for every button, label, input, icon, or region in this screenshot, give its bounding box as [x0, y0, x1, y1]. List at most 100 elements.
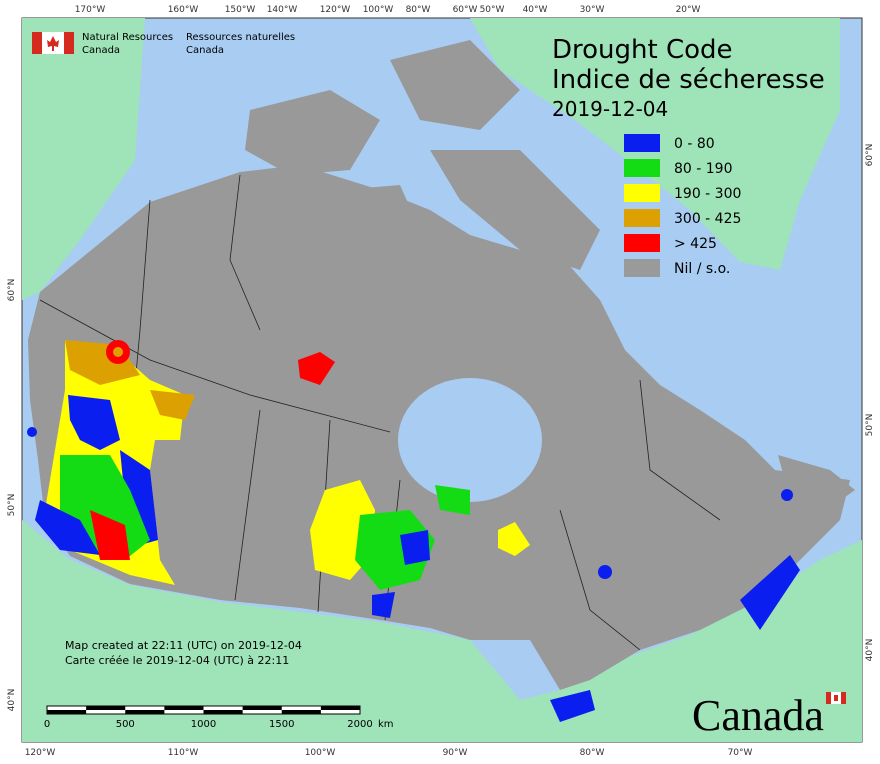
- flag-bar: [841, 692, 846, 704]
- area: [27, 427, 37, 437]
- scale-unit: km: [378, 719, 394, 730]
- alaska: [22, 18, 145, 300]
- hudson-bay: [398, 378, 542, 502]
- latitude-label: 40°N: [7, 689, 17, 712]
- maple-leaf: [47, 36, 59, 51]
- area: [781, 489, 793, 501]
- scale-bar-segment: [125, 710, 165, 714]
- arctic-island: [330, 185, 420, 250]
- area: [355, 510, 435, 590]
- scale-bar-segment: [86, 706, 126, 710]
- dept-en: Canada: [82, 45, 120, 56]
- longitude-label: 50°W: [480, 5, 505, 15]
- title: Drought Code: [552, 35, 733, 65]
- flag-bar: [826, 692, 831, 704]
- longitude-label: 80°W: [580, 748, 605, 758]
- longitude-label: 90°W: [443, 748, 468, 758]
- latitude-label: 40°N: [865, 639, 875, 662]
- scale-bar-segment: [320, 706, 360, 710]
- area: [298, 352, 335, 385]
- legend-label: 80 - 190: [674, 161, 733, 177]
- boundary: [39, 299, 391, 433]
- legend-swatch: [624, 259, 660, 277]
- latitude-label: 50°N: [865, 414, 875, 437]
- latitude-label: 50°N: [7, 494, 17, 517]
- area: [400, 530, 430, 565]
- scale-bar-segment: [281, 710, 321, 714]
- area: [740, 555, 800, 630]
- legend-label: > 425: [674, 236, 717, 252]
- legend-label: 300 - 425: [674, 211, 741, 227]
- graticule-labels: 170°W 160°W 150°W 140°W 120°W 100°W 80°W 60°W 50…: [7, 5, 875, 758]
- baffin-island: [430, 150, 600, 270]
- legend-label: 190 - 300: [674, 186, 741, 202]
- area: [598, 565, 612, 579]
- scale-bar-segment: [47, 710, 87, 714]
- area: [150, 390, 195, 420]
- boundary: [559, 509, 641, 651]
- logo: Natural Resources Canada Ressources natu…: [32, 32, 295, 56]
- legend: 0 - 80 80 - 190 190 - 300 300 - 425 > 425 Nil…: [624, 134, 741, 277]
- arctic-island: [245, 90, 380, 175]
- scale-tick-label: 2000: [347, 719, 372, 730]
- longitude-label: 110°W: [168, 748, 199, 758]
- boundary: [234, 409, 261, 601]
- scale-bar: 0 500 1000 1500 2000 km: [44, 705, 394, 730]
- created-en: Map created at 22:11 (UTC) on 2019-12-04: [65, 639, 302, 652]
- dept-fr: Canada: [186, 45, 224, 56]
- longitude-label: 140°W: [267, 5, 298, 15]
- legend-swatch: [624, 234, 660, 252]
- scale-bar-segment: [164, 706, 204, 710]
- scale-tick-label: 1500: [269, 719, 294, 730]
- longitude-label: 150°W: [225, 5, 256, 15]
- longitude-label: 60°W: [453, 5, 478, 15]
- legend-swatch: [624, 184, 660, 202]
- legend-label: Nil / s.o.: [674, 261, 730, 277]
- boundary: [229, 174, 261, 331]
- longitude-label: 40°W: [523, 5, 548, 15]
- longitude-label: 100°W: [363, 5, 394, 15]
- area: [120, 450, 158, 545]
- longitude-label: 120°W: [25, 748, 56, 758]
- longitude-label: 30°W: [580, 5, 605, 15]
- wordmark: Canada: [692, 691, 846, 740]
- legend-swatch: [624, 159, 660, 177]
- scale-bar-segment: [242, 706, 282, 710]
- united-states: [22, 520, 862, 742]
- flag-bar: [32, 32, 42, 54]
- area: [372, 592, 395, 618]
- legend-label: 0 - 80: [674, 136, 715, 152]
- area: [550, 690, 595, 722]
- wordmark-text: Canada: [692, 691, 824, 740]
- latitude-label: 60°N: [7, 279, 17, 302]
- longitude-label: 160°W: [168, 5, 199, 15]
- flag-bar: [64, 32, 74, 54]
- boundary: [639, 379, 721, 521]
- scale-tick-label: 1000: [191, 719, 216, 730]
- latitude-label: 60°N: [865, 144, 875, 167]
- newfoundland: [778, 455, 855, 515]
- date: 2019-12-04: [552, 97, 668, 121]
- maple-leaf: [834, 695, 838, 701]
- longitude-label: 100°W: [305, 748, 336, 758]
- legend-swatch: [624, 209, 660, 227]
- area: [68, 395, 120, 450]
- dept-fr: Ressources naturelles: [186, 32, 295, 43]
- scale-tick-label: 500: [116, 719, 135, 730]
- longitude-label: 70°W: [728, 748, 753, 758]
- area: [435, 485, 470, 515]
- drought-areas: [27, 340, 800, 722]
- created-fr: Carte créée le 2019-12-04 (UTC) à 22:11: [65, 654, 289, 667]
- scale-bar-segment: [203, 710, 243, 714]
- area: [113, 347, 123, 357]
- dept-en: Natural Resources: [82, 32, 173, 43]
- area: [35, 500, 100, 555]
- map-frame: [21, 17, 863, 743]
- title: Indice de sécheresse: [552, 65, 825, 95]
- legend-swatch: [624, 134, 660, 152]
- longitude-label: 80°W: [406, 5, 431, 15]
- longitude-label: 20°W: [676, 5, 701, 15]
- arctic-island: [390, 40, 520, 130]
- longitude-label: 170°W: [75, 5, 106, 15]
